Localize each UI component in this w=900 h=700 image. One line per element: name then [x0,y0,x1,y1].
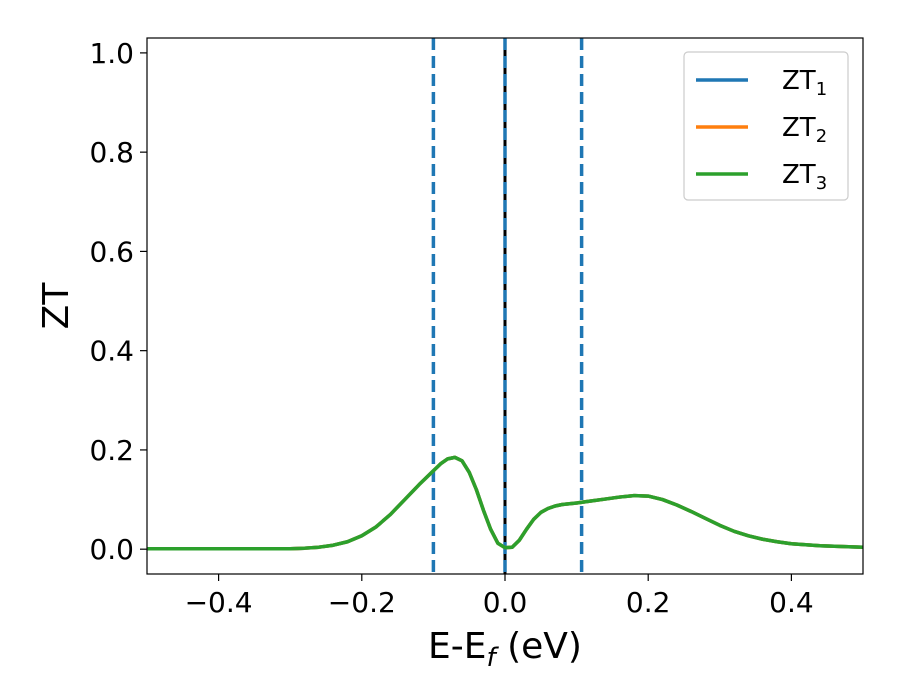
y-axis-label: ZT [36,282,77,330]
x-tick-label: −0.2 [328,586,396,619]
series-line-zt3 [147,455,863,551]
y-tick-label: 1.0 [89,37,134,70]
legend-box [683,51,849,201]
x-axis-ticks: −0.4 −0.2 0.0 0.2 0.4 [185,574,814,619]
y-tick-label: 0.6 [89,235,134,268]
x-axis-label: E-Ef (eV) [428,626,582,673]
legend-label-zt1: ZT1 [782,66,827,100]
x-tick-label: 0.0 [483,586,528,619]
vertical-reference-lines [431,38,584,574]
y-tick-label: 0.2 [89,434,134,467]
x-tick-label: 0.4 [769,586,814,619]
legend-label-zt3: ZT3 [782,160,827,194]
legend-label-zt2: ZT2 [782,113,827,147]
x-tick-label: 0.2 [626,586,671,619]
y-tick-label: 0.8 [89,136,134,169]
legend: ZT1 ZT2 ZT3 [683,51,849,201]
y-tick-label: 0.4 [89,335,134,368]
y-axis-ticks: 0.0 0.2 0.4 0.6 0.8 1.0 [89,37,147,566]
x-tick-label: −0.4 [185,586,253,619]
series-lines [147,455,863,551]
y-tick-label: 0.0 [89,533,134,566]
